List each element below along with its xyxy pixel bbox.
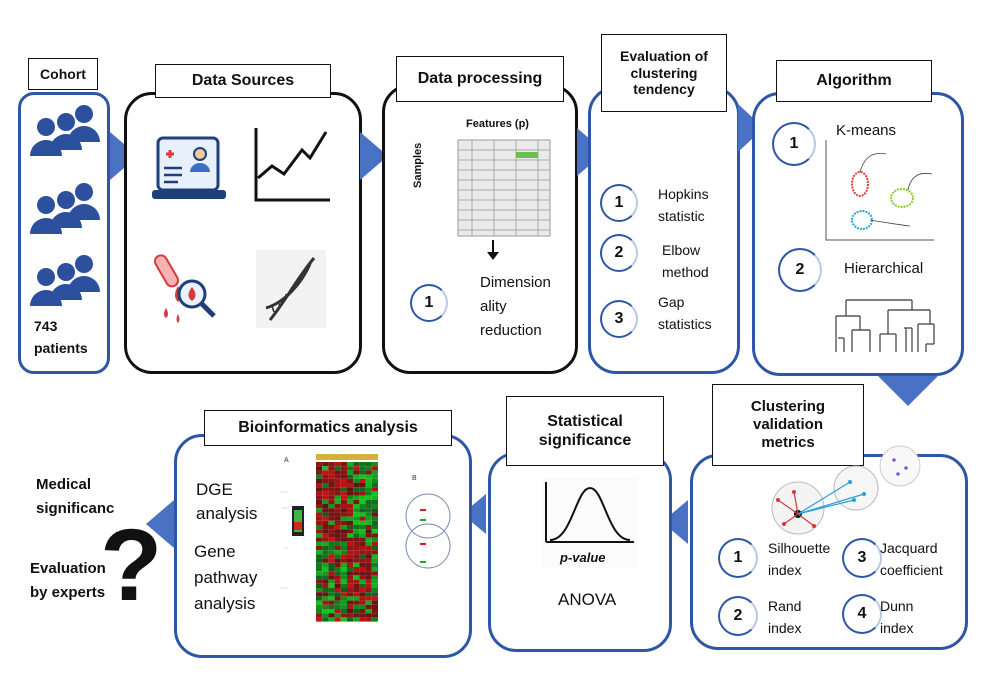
kmeans-label: K-means [836,122,897,139]
dge-line-2: analysis [196,504,258,523]
jacquard-line-1: Jacquard [880,540,938,556]
cohort-count: 743 [34,318,58,334]
tendency-title-line-1: Evaluation of [620,47,708,64]
dunn-line-2: index [880,620,914,636]
tendency-title-line-3: tendency [633,81,695,98]
gap-line-1: Gap [658,294,685,310]
gap-line-2: statistics [658,316,712,332]
health-record-laptop-icon [152,136,226,199]
samples-label: Samples [412,142,424,188]
step-number-badge: 2 [778,248,822,292]
flow-arrow [878,376,938,406]
line-chart-icon [254,128,330,202]
experts-line-1: Evaluation [30,560,106,577]
gene-pathway-line-1: Gene [194,542,236,561]
hopkins-line-1: Hopkins [658,186,709,202]
rand-line-1: Rand [768,598,802,614]
step-number-badge: 2 [718,596,758,636]
blood-test-magnifier-icon [154,254,216,323]
medical-line-2: significanc [36,500,115,517]
step-number-badge: 2 [600,234,638,272]
dge-line-1: DGE [196,480,233,499]
bell-curve-icon [542,478,638,568]
statistical-title-line-2: significance [538,432,632,449]
dimensionality-line-3: reduction [480,322,542,339]
hierarchical-label: Hierarchical [844,260,924,277]
dna-icon [256,250,326,328]
flow-arrow [146,500,174,548]
validation-title: Clustering validation metrics [712,384,864,466]
step-number-badge: 1 [600,184,638,222]
dunn-line-1: Dunn [880,598,914,614]
experts-line-2: by experts [30,584,106,601]
tendency-title-line-2: clustering [630,64,698,81]
dimensionality-line-2: ality [480,298,507,315]
gene-pathway-line-3: analysis [194,594,256,613]
down-arrow-icon [487,240,499,260]
medical-line-1: Medical [36,476,92,493]
step-number-badge: 3 [600,300,638,338]
features-label: Features (p) [466,118,529,130]
statistical-title-line-1: Statistical [547,412,623,430]
silhouette-line-2: index [768,562,802,578]
gene-pathway-line-2: pathway [194,568,258,587]
step-number-badge: 1 [410,284,448,322]
validation-title-line-1: Clustering [750,398,826,415]
step-number-badge: 4 [842,594,882,634]
rand-line-2: index [768,620,802,636]
step-number-badge: 1 [772,122,816,166]
svg-text:B: B [412,475,417,482]
feature-matrix-table [457,139,551,237]
people-group-icon [30,105,100,306]
data-sources-title: Data Sources [155,64,331,98]
svg-text:A: A [284,457,289,464]
jacquard-line-2: coefficient [880,562,943,578]
bioinformatics-title: Bioinformatics analysis [204,410,452,446]
clustering-tendency-title: Evaluation of clustering tendency [601,34,727,112]
step-number-badge: 1 [718,538,758,578]
silhouette-line-1: Silhouette [768,540,831,556]
elbow-line-2: method [662,264,709,280]
dimensionality-line-1: Dimension [480,274,551,291]
statistical-title: Statistical significance [506,396,664,466]
dendrogram [835,299,935,352]
hopkins-line-2: statistic [658,208,705,224]
data-processing-title: Data processing [396,56,564,102]
anova-label: ANOVA [558,590,617,609]
kmeans-scatter-plot [825,140,934,241]
cluster-distance-illustration [771,445,921,535]
algorithm-title: Algorithm [776,60,932,102]
cohort-title: Cohort [28,58,98,90]
heatmap-venn-figure: B A [278,448,456,648]
step-number-badge: 3 [842,538,882,578]
elbow-line-1: Elbow [662,242,701,258]
cohort-unit: patients [34,340,88,356]
question-mark-icon: ? [100,508,163,622]
pvalue-label: p-value [560,550,606,565]
validation-title-line-3: metrics [761,434,815,451]
validation-title-line-2: validation [752,416,823,433]
